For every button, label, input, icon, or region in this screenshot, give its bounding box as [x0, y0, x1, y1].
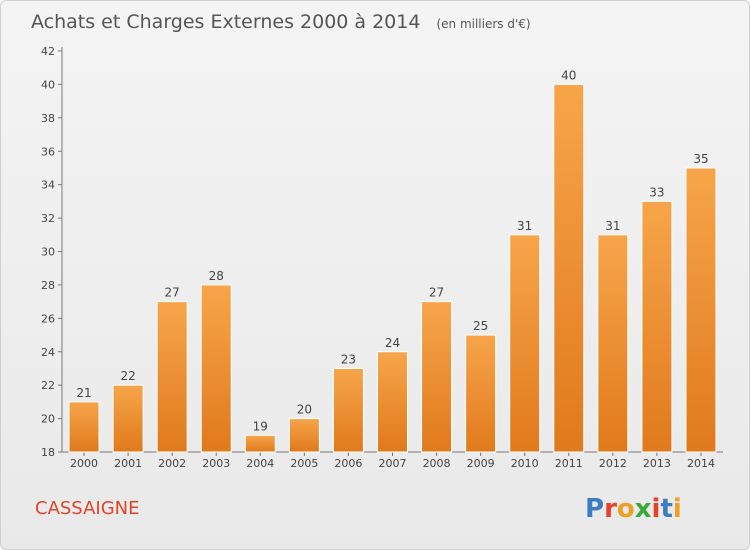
logo-letter: r — [604, 494, 617, 524]
x-tick-label: 2014 — [687, 457, 715, 470]
y-tick-label: 40 — [41, 78, 55, 91]
y-tick-label: 20 — [41, 413, 55, 426]
bar — [421, 301, 453, 453]
bar — [288, 418, 320, 453]
bar — [200, 284, 232, 453]
data-label: 31 — [517, 219, 532, 233]
bar — [685, 167, 717, 453]
chart-title-unit: (en milliers d'€) — [436, 17, 530, 31]
logo-letter: o — [617, 494, 635, 524]
data-labels: 21 22 27 28 19 20 23 24 27 25 31 40 31 33 35 — [76, 68, 708, 433]
logo-letter: P — [585, 494, 604, 524]
x-tick-label: 2013 — [643, 457, 671, 470]
data-label: 20 — [297, 403, 312, 417]
chart-title-main: Achats et Charges Externes 2000 à 2014 — [31, 11, 420, 33]
y-tick-label: 22 — [41, 379, 55, 392]
y-tick-label: 28 — [41, 279, 55, 292]
x-tick-label: 2007 — [379, 457, 407, 470]
y-tick-label: 24 — [41, 346, 55, 359]
x-tick-label: 2004 — [246, 457, 274, 470]
logo-letter: i — [652, 494, 661, 524]
data-label: 40 — [561, 68, 576, 82]
y-tick-label: 26 — [41, 312, 55, 325]
bar — [641, 200, 673, 453]
y-tick-label: 32 — [41, 212, 55, 225]
x-tick-label: 2006 — [334, 457, 362, 470]
y-tick-label: 30 — [41, 246, 55, 259]
x-tick-label: 2002 — [158, 457, 186, 470]
data-label: 27 — [429, 286, 444, 300]
data-label: 35 — [693, 152, 708, 166]
data-label: 33 — [649, 185, 664, 199]
y-tick-label: 38 — [41, 112, 55, 125]
data-label: 21 — [76, 386, 91, 400]
bar — [332, 367, 364, 453]
x-tick-label: 2009 — [467, 457, 495, 470]
x-tick-label: 2008 — [423, 457, 451, 470]
bar — [112, 384, 144, 453]
data-label: 24 — [385, 336, 400, 350]
logo-letter: i — [673, 494, 682, 524]
chart-title: Achats et Charges Externes 2000 à 2014 (… — [31, 11, 531, 33]
bar — [553, 83, 585, 453]
x-tick-label: 2000 — [70, 457, 98, 470]
bar — [465, 334, 497, 453]
x-tick-label: 2012 — [599, 457, 627, 470]
data-label: 27 — [165, 286, 180, 300]
bars — [68, 83, 717, 453]
data-label: 25 — [473, 319, 488, 333]
y-axis: 18 20 22 24 26 28 30 32 34 36 38 40 42 — [41, 45, 63, 459]
data-label: 31 — [605, 219, 620, 233]
data-label: 19 — [253, 419, 268, 433]
y-tick-label: 36 — [41, 145, 55, 158]
x-tick-label: 2011 — [555, 457, 583, 470]
proxiti-logo: Proxiti — [585, 494, 682, 524]
bar — [244, 434, 276, 453]
data-label: 23 — [341, 352, 356, 366]
logo-letter: x — [635, 494, 652, 524]
x-tick-label: 2003 — [202, 457, 230, 470]
data-label: 22 — [120, 369, 135, 383]
y-tick-label: 18 — [41, 446, 55, 459]
x-axis: 2000 2001 2002 2003 2004 2005 2006 2007 2008 2009… — [62, 451, 723, 470]
x-tick-label: 2005 — [290, 457, 318, 470]
x-tick-label: 2010 — [511, 457, 539, 470]
bar — [509, 234, 541, 453]
bar — [68, 401, 100, 453]
bar — [597, 234, 629, 453]
bar — [377, 351, 408, 453]
commune-name: CASSAIGNE — [35, 498, 139, 519]
bar — [156, 301, 188, 453]
logo-letter: t — [660, 494, 672, 524]
data-label: 28 — [209, 269, 224, 283]
y-tick-label: 42 — [41, 45, 55, 58]
y-tick-label: 34 — [41, 179, 55, 192]
x-tick-label: 2001 — [114, 457, 142, 470]
